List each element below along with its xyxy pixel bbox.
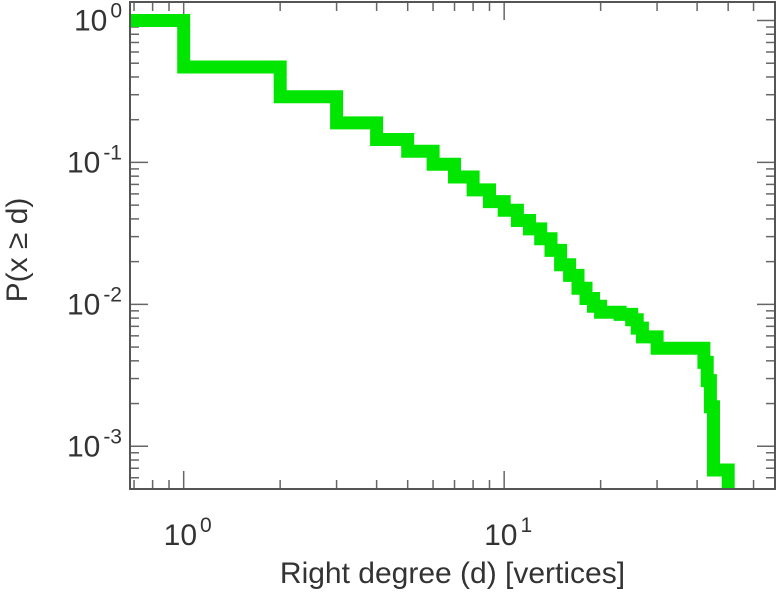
y-tick-label: 10 -3 bbox=[67, 425, 122, 463]
y-tick-label: 10 -1 bbox=[67, 141, 122, 179]
y-tick-label: 10 -2 bbox=[67, 283, 122, 321]
x-tick-label: 10 1 bbox=[484, 514, 532, 552]
tick-labels: 10 0 10 1 10 -3 10 -2 10 -1 10 0 bbox=[67, 0, 532, 552]
ccdf-step-line bbox=[130, 14, 735, 489]
x-axis-label: Right degree (d) [vertices] bbox=[279, 557, 626, 590]
axis-ticks bbox=[130, 2, 776, 490]
series-group bbox=[130, 14, 735, 489]
y-tick-label: 10 0 bbox=[74, 0, 122, 37]
x-tick-label: 10 0 bbox=[164, 514, 212, 552]
y-axis-label-text: P(x ≥ d) bbox=[1, 197, 34, 303]
plot-frame bbox=[129, 1, 776, 490]
